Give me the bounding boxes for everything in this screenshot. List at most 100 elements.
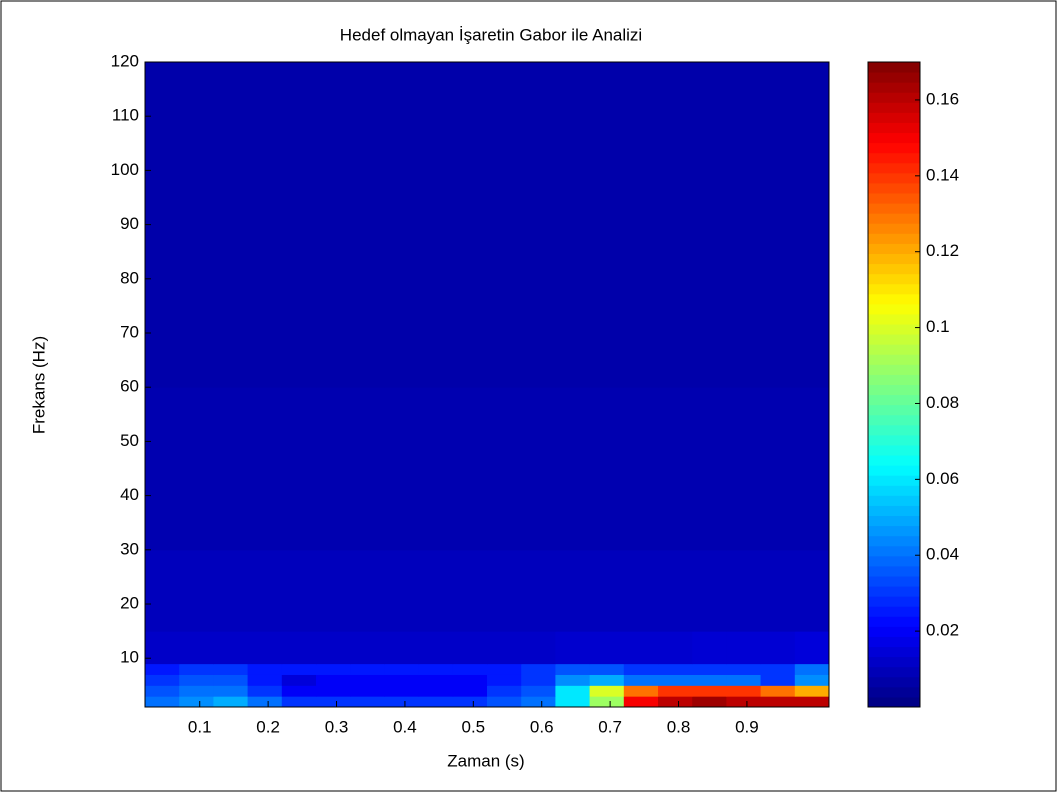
- heat-cell: [213, 631, 249, 665]
- heat-cell: [794, 387, 830, 551]
- colorbar-strip: [868, 485, 920, 496]
- heat-cell: [452, 549, 488, 632]
- colorbar-strip: [868, 364, 920, 375]
- colorbar-strip: [868, 565, 920, 577]
- heat-cell: [589, 549, 625, 632]
- colorbar-strip: [868, 142, 920, 154]
- heat-cell: [521, 696, 556, 708]
- colorbar-strip: [868, 596, 920, 607]
- heat-cell: [418, 674, 454, 686]
- heat-cell: [418, 696, 454, 708]
- heat-cell: [623, 685, 659, 697]
- heat-cell: [452, 685, 488, 697]
- colorbar-strip: [868, 203, 920, 214]
- heat-cell: [589, 663, 625, 675]
- x-tick-label: 0.1: [188, 717, 212, 736]
- heat-cell: [384, 663, 420, 675]
- colorbar-strip: [868, 193, 920, 204]
- heat-cell: [179, 631, 214, 665]
- heat-cell: [418, 663, 454, 675]
- colorbar-strip: [868, 112, 920, 123]
- heat-cell: [521, 631, 556, 665]
- heat-cell: [179, 674, 214, 686]
- colorbar-strip: [868, 283, 920, 295]
- heat-cell: [794, 663, 830, 675]
- heat-cell: [316, 62, 351, 388]
- heat-cell: [692, 674, 727, 686]
- heat-cell: [623, 663, 659, 675]
- heat-cell: [316, 685, 351, 697]
- x-axis-label: Zaman (s): [447, 751, 524, 770]
- heat-cell: [726, 631, 762, 665]
- heat-cell: [316, 549, 351, 632]
- colorbar-tick-label: 0.04: [926, 545, 959, 564]
- heat-cell: [726, 387, 762, 551]
- heat-cell: [658, 685, 693, 697]
- heat-cell: [623, 62, 659, 388]
- heat-cell: [247, 549, 283, 632]
- heat-cell: [281, 696, 317, 708]
- heat-cell: [623, 549, 659, 632]
- heat-cell: [384, 696, 420, 708]
- colorbar-strip: [868, 444, 920, 456]
- heat-cell: [213, 549, 249, 632]
- heat-cell: [145, 631, 180, 665]
- heat-cell: [316, 696, 351, 708]
- heat-cell: [145, 685, 180, 697]
- heat-cell: [179, 549, 214, 632]
- heat-cell: [281, 663, 317, 675]
- x-tick-label: 0.9: [735, 717, 759, 736]
- colorbar-strip: [868, 303, 920, 315]
- heat-cell: [760, 685, 796, 697]
- heat-cell: [384, 631, 420, 665]
- colorbar-strip: [868, 223, 920, 234]
- heat-cell: [179, 62, 214, 388]
- colorbar-strip: [868, 102, 920, 113]
- colorbar-strip: [868, 525, 920, 537]
- heat-cell: [384, 62, 420, 388]
- colorbar-strip: [868, 394, 920, 406]
- heat-cell: [555, 62, 591, 388]
- colorbar-strip: [868, 152, 920, 164]
- heat-cell: [589, 631, 625, 665]
- colorbar-strip: [868, 646, 920, 658]
- colorbar-strip: [868, 384, 920, 396]
- colorbar-strip: [868, 263, 920, 275]
- colorbar-strip: [868, 313, 920, 325]
- heat-cell: [179, 696, 214, 708]
- colorbar-strip: [868, 475, 920, 486]
- heat-cell: [555, 387, 591, 551]
- heat-cell: [521, 685, 556, 697]
- heat-cell: [760, 663, 796, 675]
- heat-cell: [794, 696, 830, 708]
- heat-cell: [726, 685, 762, 697]
- colorbar-strip: [868, 424, 920, 436]
- heat-cell: [350, 549, 385, 632]
- heat-cell: [213, 685, 249, 697]
- heat-cell: [247, 696, 283, 708]
- heat-cell: [179, 663, 214, 675]
- heat-cell: [658, 62, 693, 388]
- colorbar-strip: [868, 696, 920, 708]
- heat-cell: [350, 62, 385, 388]
- colorbar-strip: [868, 505, 920, 517]
- heat-cell: [247, 631, 283, 665]
- colorbar-strip: [868, 92, 920, 103]
- heat-cell: [247, 663, 283, 675]
- heat-cell: [213, 387, 249, 551]
- x-tick-label: 0.2: [256, 717, 280, 736]
- heat-cell: [760, 387, 796, 551]
- y-tick-label: 80: [120, 268, 139, 287]
- heat-cell: [452, 674, 488, 686]
- colorbar-strip: [868, 666, 920, 678]
- heat-cell: [384, 685, 420, 697]
- heat-cell: [692, 387, 727, 551]
- plot-border: [144, 61, 830, 708]
- heat-cell: [452, 631, 488, 665]
- colorbar-strip: [868, 273, 920, 285]
- y-tick-label: 10: [120, 648, 139, 667]
- heat-cell: [179, 387, 214, 551]
- heat-cell: [418, 549, 454, 632]
- x-tick-label: 0.3: [325, 717, 349, 736]
- heat-cell: [247, 674, 283, 686]
